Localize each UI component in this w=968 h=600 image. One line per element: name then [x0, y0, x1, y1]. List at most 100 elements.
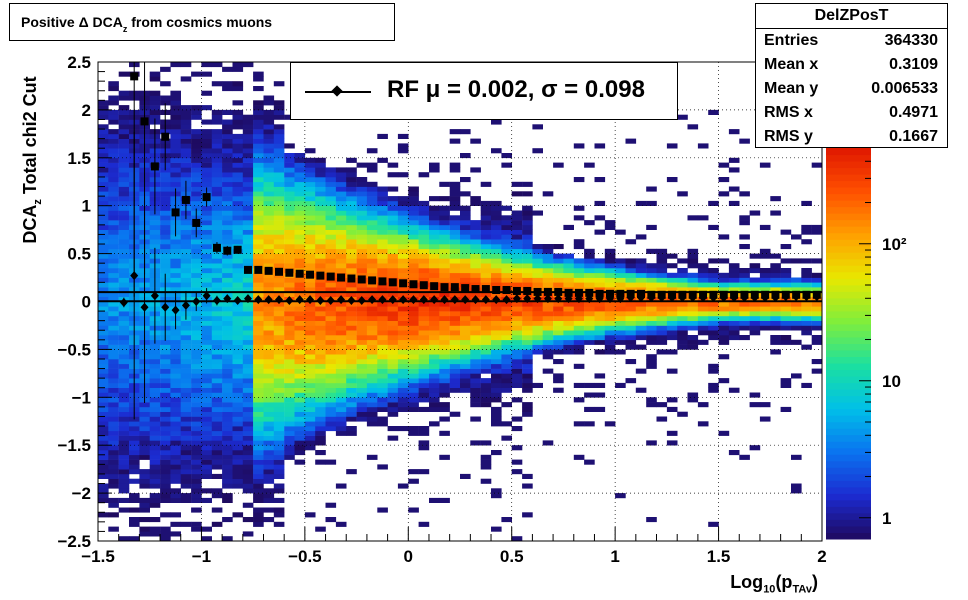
heatmap-cell: [449, 325, 461, 331]
heatmap-cell: [335, 224, 347, 230]
heatmap-cell: [470, 368, 481, 374]
heatmap-cell: [170, 359, 181, 365]
heatmap-cell: [335, 430, 347, 436]
heatmap-cell: [222, 215, 233, 221]
heatmap-cell: [491, 378, 502, 384]
heatmap-cell: [232, 205, 244, 211]
mean-point: [171, 305, 180, 315]
heatmap-cell: [315, 162, 326, 168]
heatmap-cell: [397, 392, 409, 398]
heatmap-cell: [325, 382, 337, 388]
heatmap-cell: [511, 397, 523, 403]
heatmap-cell: [273, 277, 285, 283]
heatmap-cell: [263, 100, 275, 106]
heatmap-cell: [335, 282, 347, 288]
heatmap-cell: [687, 253, 699, 259]
heatmap-cell: [625, 138, 637, 144]
heatmap-cell: [191, 473, 202, 479]
heatmap-cell: [284, 354, 295, 360]
heatmap-cell: [180, 430, 192, 436]
heatmap-cell: [139, 435, 150, 441]
heatmap-cell: [397, 363, 409, 369]
heatmap-cell: [315, 311, 326, 317]
heatmap-cell: [387, 354, 399, 360]
heatmap-cell: [335, 397, 347, 403]
heatmap-cell: [770, 306, 781, 312]
heatmap-cell: [491, 220, 502, 226]
heatmap-cell: [460, 239, 471, 245]
heatmap-cell: [511, 282, 523, 288]
heatmap-cell: [315, 248, 326, 254]
heatmap-cell: [811, 339, 823, 345]
heatmap-cell: [470, 315, 481, 321]
heatmap-cell: [108, 133, 119, 139]
heatmap-cell: [129, 507, 140, 513]
heatmap-cell: [553, 344, 564, 350]
heatmap-cell: [532, 282, 543, 288]
stats-row-mean-y: Mean y 0.006533: [764, 80, 938, 97]
heatmap-cell: [149, 469, 161, 475]
heatmap-cell: [460, 301, 471, 307]
heatmap-cell: [770, 349, 781, 355]
heatmap-cell: [377, 416, 388, 422]
heatmap-cell: [98, 459, 109, 465]
heatmap-cell: [118, 473, 130, 479]
heatmap-cell: [491, 387, 502, 393]
heatmap-cell: [501, 359, 512, 365]
heatmap-cell: [294, 306, 306, 312]
heatmap-cell: [211, 162, 223, 168]
heatmap-cell: [397, 397, 409, 403]
heatmap-cell: [263, 109, 275, 115]
heatmap-cell: [211, 378, 223, 384]
heatmap-cell: [201, 311, 212, 317]
heatmap-cell: [780, 382, 792, 388]
heatmap-cell: [232, 411, 244, 417]
heatmap-cell: [325, 517, 337, 523]
heatmap-cell: [656, 320, 668, 326]
heatmap-cell: [791, 306, 802, 312]
heatmap-cell: [439, 229, 450, 235]
heatmap-cell: [791, 277, 802, 283]
heatmap-cell: [180, 330, 192, 336]
heatmap-cell: [335, 287, 347, 293]
heatmap-cell: [191, 148, 202, 154]
heatmap-cell: [397, 133, 409, 139]
heatmap-cell: [118, 392, 130, 398]
heatmap-cell: [118, 339, 130, 345]
heatmap-cell: [98, 129, 109, 135]
heatmap-cell: [491, 330, 502, 336]
heatmap-cell: [108, 234, 119, 240]
heatmap-cell: [273, 512, 285, 518]
heatmap-cell: [780, 306, 792, 312]
heatmap-cell: [418, 469, 430, 475]
heatmap-cell: [532, 382, 543, 388]
heatmap-cell: [232, 229, 244, 235]
palette-step: [826, 441, 871, 449]
heatmap-cell: [273, 330, 285, 336]
heatmap-cell: [408, 258, 419, 264]
heatmap-cell: [439, 392, 450, 398]
heatmap-cell: [191, 459, 202, 465]
heatmap-cell: [273, 349, 285, 355]
heatmap-cell: [129, 445, 140, 451]
heatmap-cell: [480, 229, 492, 235]
heatmap-cell: [201, 220, 212, 226]
heatmap-cell: [304, 200, 316, 206]
heatmap-cell: [242, 421, 254, 427]
heatmap-cell: [728, 306, 740, 312]
heatmap-cell: [211, 148, 223, 154]
heatmap-cell: [232, 181, 244, 187]
heatmap-cell: [201, 90, 212, 96]
heatmap-cell: [201, 119, 212, 125]
heatmap-cell: [346, 392, 357, 398]
heatmap-cell: [284, 224, 295, 230]
heatmap-cell: [408, 330, 419, 336]
mean-point: [740, 293, 749, 303]
heatmap-cell: [377, 402, 388, 408]
heatmap-cell: [304, 239, 316, 245]
heatmap-cell: [429, 263, 440, 269]
heatmap-cell: [253, 335, 264, 341]
heatmap-cell: [170, 109, 181, 115]
rms-point: [130, 72, 139, 81]
heatmap-cell: [646, 363, 657, 369]
